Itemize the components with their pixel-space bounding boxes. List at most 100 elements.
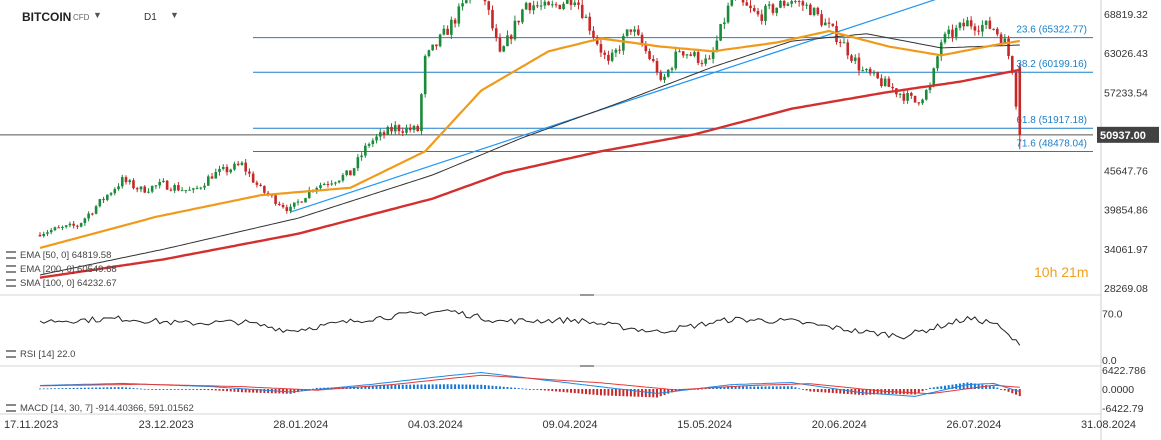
- candle-body: [782, 0, 786, 6]
- macd-histogram-bar: [962, 382, 965, 389]
- candle-body: [450, 19, 453, 35]
- time-axis-tick-label: 17.11.2023: [4, 419, 58, 431]
- candle-body: [375, 136, 378, 141]
- macd-histogram-bar: [457, 384, 460, 389]
- legend-macd[interactable]: MACD [14, 30, 7] -914.40366, 591.01562: [6, 403, 194, 414]
- macd-histogram-bar: [315, 387, 318, 389]
- candle-body: [805, 4, 808, 6]
- candle-body: [135, 188, 139, 190]
- legend-menu-icon[interactable]: [6, 265, 16, 274]
- candle-body: [57, 227, 60, 229]
- macd-histogram-bar: [783, 386, 786, 389]
- macd-histogram-bar: [68, 388, 71, 389]
- macd-histogram-bar: [786, 386, 789, 389]
- legend-menu-icon[interactable]: [6, 251, 16, 260]
- symbol-chevron-down-icon[interactable]: ▼: [93, 10, 102, 20]
- candle-body: [827, 22, 831, 24]
- candle-body: [244, 162, 247, 172]
- macd-histogram-bar: [267, 389, 270, 394]
- candle-body: [547, 1, 550, 6]
- macd-histogram-bar: [427, 384, 430, 389]
- macd-histogram-bar: [809, 389, 812, 392]
- candle-body: [999, 34, 1003, 45]
- macd-histogram-bar: [192, 389, 195, 390]
- candle-body: [850, 55, 853, 61]
- candle-body: [195, 187, 199, 189]
- macd-histogram-bar: [667, 389, 670, 394]
- macd-histogram-bar: [977, 384, 980, 389]
- candle-body: [132, 180, 135, 189]
- legend-sma100-label: SMA [100, 0] 64232.67: [20, 278, 117, 289]
- candle-body: [666, 69, 670, 77]
- candle-body: [565, 0, 569, 4]
- candle-body: [143, 186, 147, 193]
- candle-body: [154, 185, 158, 187]
- candle-body: [607, 54, 610, 61]
- macd-histogram-bar: [775, 386, 778, 389]
- candle-body: [838, 42, 842, 44]
- candle-body: [696, 52, 700, 63]
- candle-body: [517, 20, 520, 23]
- legend-menu-icon[interactable]: [6, 404, 16, 413]
- macd-histogram-bar: [801, 389, 804, 390]
- candle-body: [509, 35, 513, 40]
- macd-histogram-bar: [906, 389, 909, 395]
- timeframe-selector[interactable]: D1: [144, 12, 157, 23]
- candle-body: [494, 28, 498, 38]
- fib-level-label: 38.2 (60199.16): [1016, 59, 1087, 70]
- legend-ema50[interactable]: EMA [50, 0] 64819.58: [6, 250, 111, 261]
- price-axis-tick-label: 28269.08: [1104, 283, 1148, 295]
- macd-histogram-bar: [704, 388, 707, 390]
- candle-body: [637, 29, 640, 35]
- symbol-name[interactable]: BITCOIN: [22, 10, 72, 24]
- macd-histogram-bar: [76, 387, 79, 389]
- time-axis-tick-label: 20.06.2024: [812, 419, 867, 431]
- candle-body: [278, 203, 281, 205]
- candle-body: [715, 40, 719, 51]
- candle-body: [102, 199, 105, 201]
- candle-body: [349, 170, 352, 176]
- legend-rsi[interactable]: RSI [14] 22.0: [6, 349, 75, 360]
- macd-histogram-bar: [790, 386, 793, 389]
- macd-histogram-bar: [996, 387, 999, 389]
- timeframe-chevron-down-icon[interactable]: ▼: [170, 10, 179, 20]
- candle-body: [704, 58, 707, 64]
- legend-menu-icon[interactable]: [6, 279, 16, 288]
- macd-histogram-bar: [184, 389, 187, 390]
- legend-ema200[interactable]: EMA [200, 0] 60549.68: [6, 264, 117, 275]
- candle-body: [435, 44, 438, 47]
- macd-histogram-bar: [39, 388, 41, 390]
- candle-body: [109, 193, 113, 195]
- candle-body: [117, 186, 120, 190]
- legend-menu-icon[interactable]: [6, 350, 16, 359]
- candle-body: [203, 185, 206, 188]
- candle-body: [749, 5, 752, 9]
- candle-body: [767, 4, 771, 6]
- candle-body: [719, 24, 722, 41]
- macd-histogram-bar: [742, 386, 745, 389]
- candle-body: [599, 44, 603, 53]
- candle-body: [173, 185, 176, 191]
- legend-sma100[interactable]: SMA [100, 0] 64232.67: [6, 278, 117, 289]
- macd-histogram-bar: [641, 389, 644, 397]
- macd-histogram-bar: [484, 385, 487, 389]
- macd-histogram-bar: [91, 387, 94, 389]
- macd-histogram-bar: [237, 389, 240, 392]
- candle-body: [853, 57, 857, 61]
- candle-body: [924, 90, 928, 100]
- candle-body: [846, 42, 850, 56]
- candle-body: [498, 37, 502, 52]
- candle-body: [382, 132, 386, 135]
- candle-body: [797, 1, 801, 3]
- candle-body: [453, 19, 457, 24]
- macd-histogram-bar: [136, 388, 139, 390]
- candle-body: [992, 28, 995, 30]
- candle-body: [412, 125, 416, 131]
- candle-body: [300, 201, 304, 203]
- macd-histogram-bar: [162, 389, 165, 390]
- macd-histogram-bar: [454, 384, 457, 389]
- candle-body: [865, 68, 868, 71]
- candle-body: [307, 190, 311, 199]
- fib-level-label: 71.6 (48478.04): [1016, 138, 1087, 149]
